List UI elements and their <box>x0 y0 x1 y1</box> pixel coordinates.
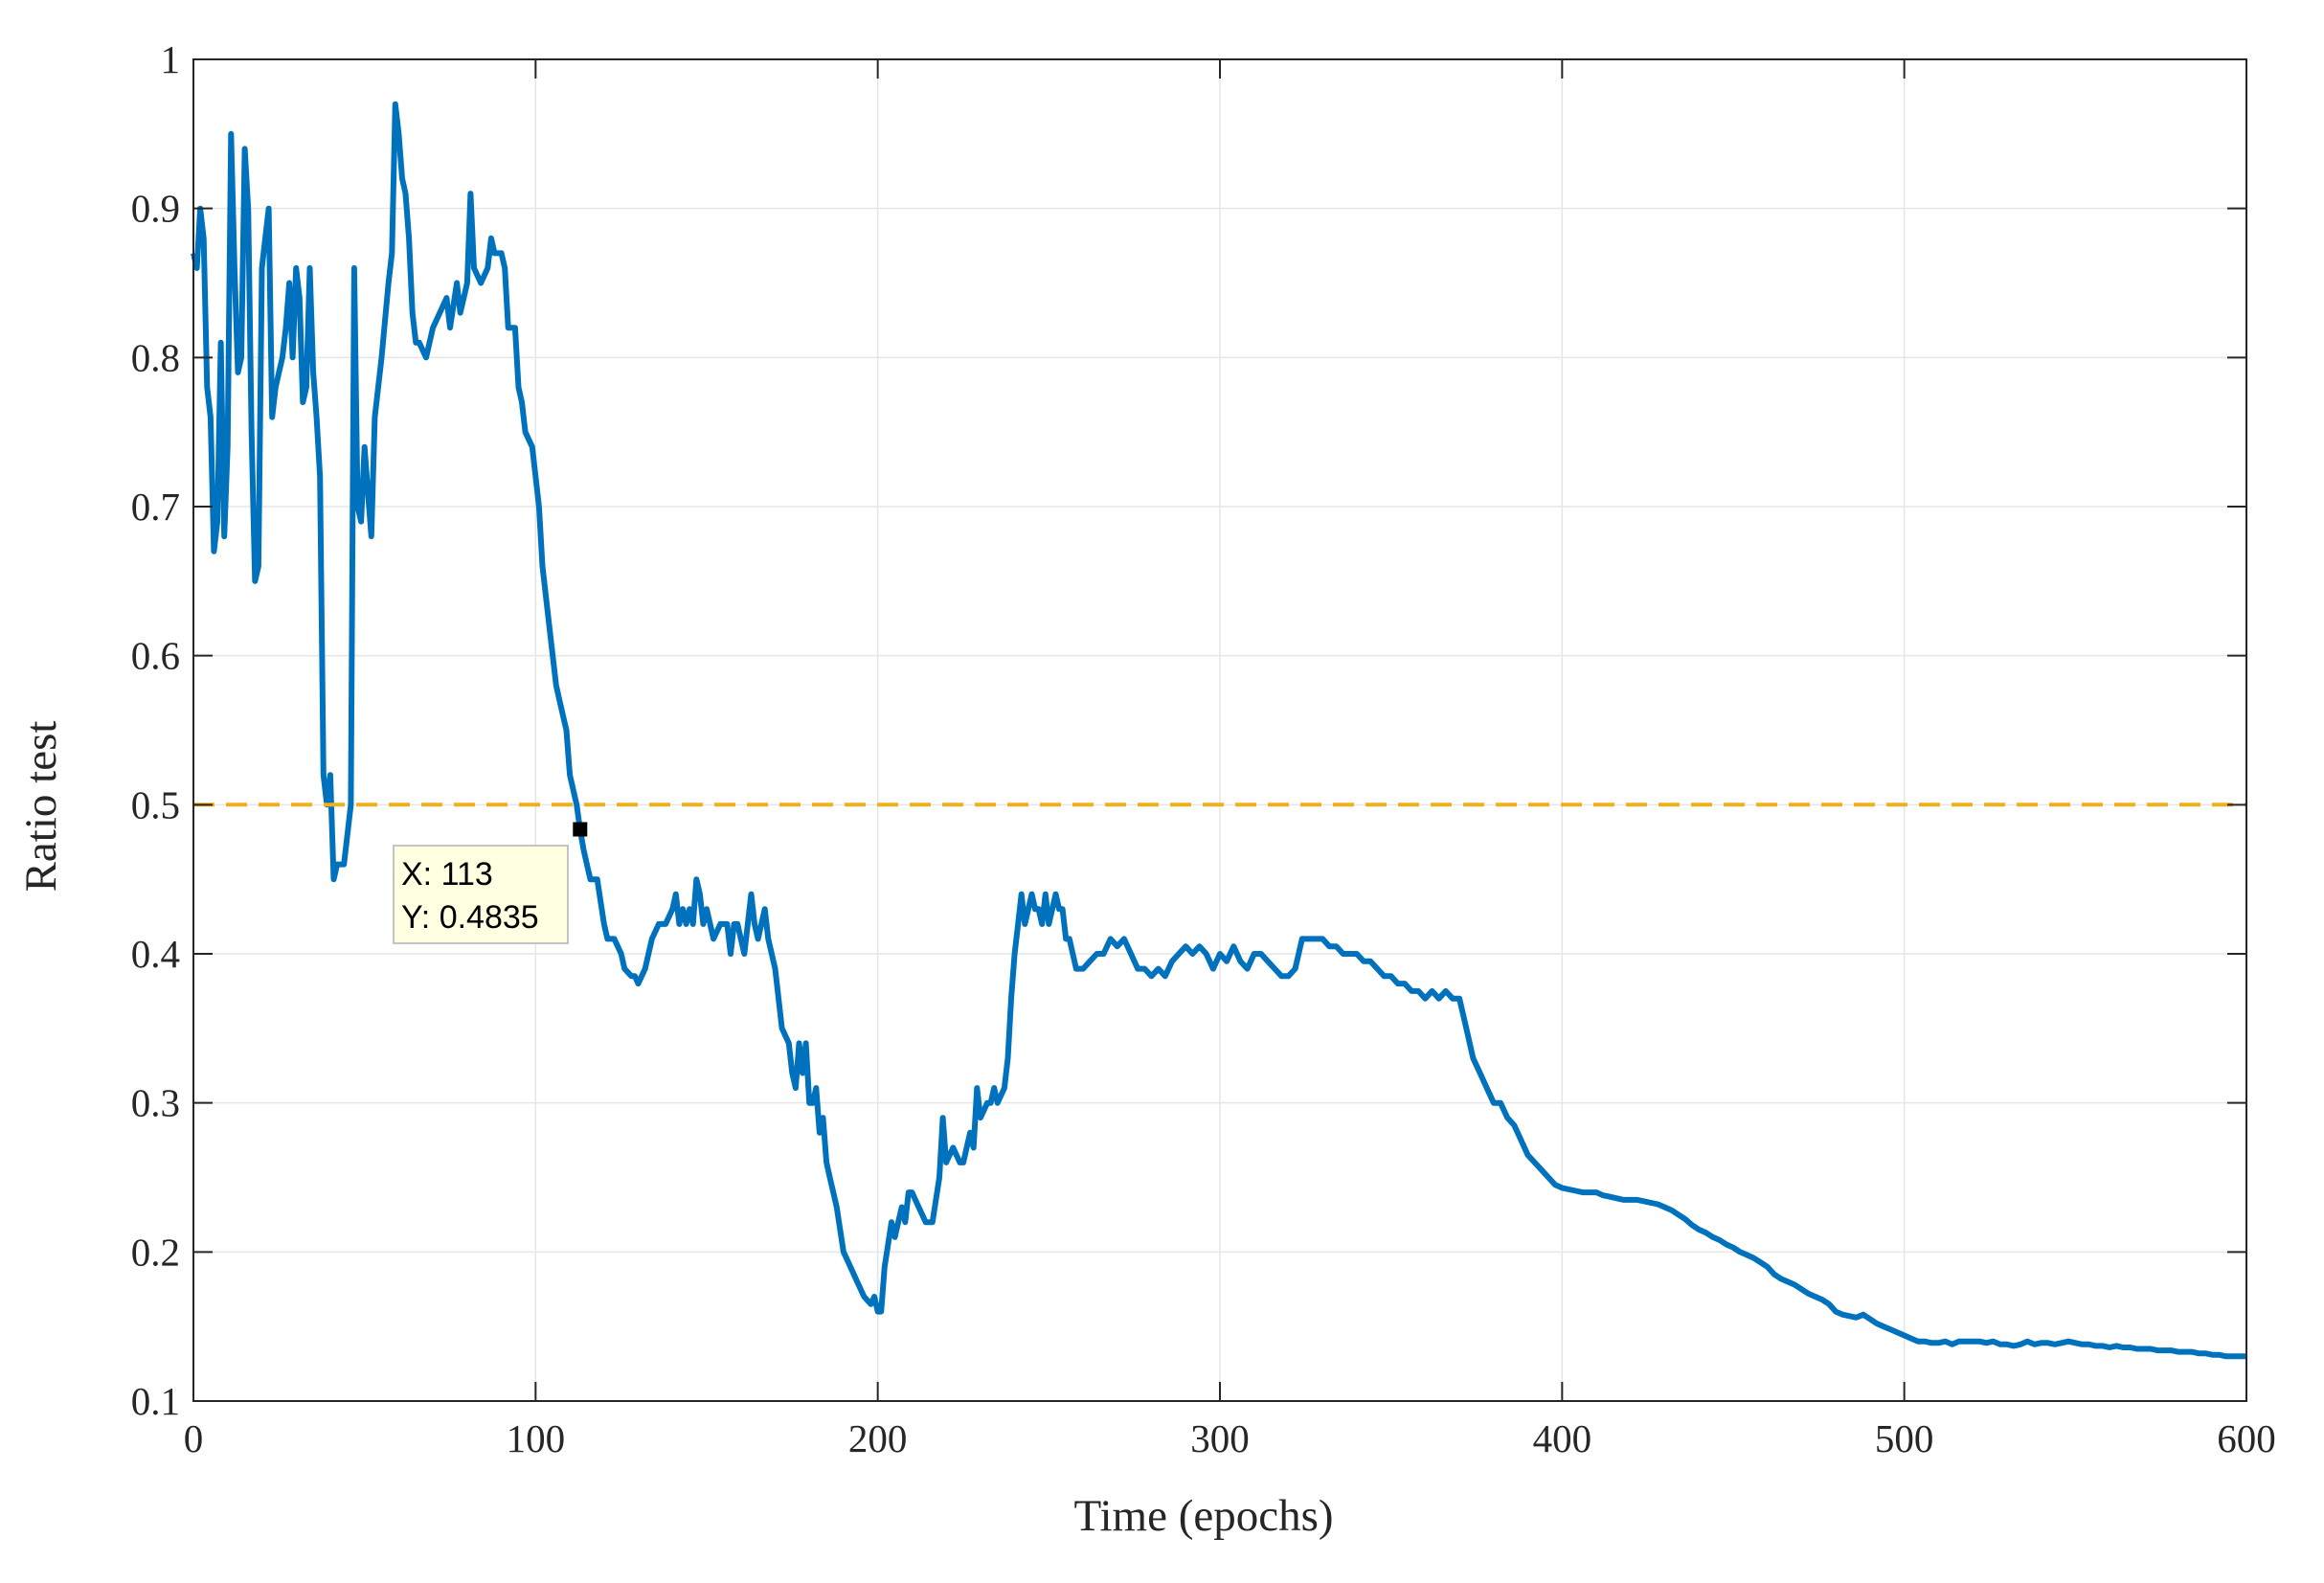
y-tick-label: 0.8 <box>131 335 180 379</box>
x-tick-label: 400 <box>1533 1416 1592 1460</box>
data-lines <box>191 101 2246 1360</box>
y-tick-label: 0.5 <box>131 782 180 826</box>
datatip-x-text: X: 113 <box>401 856 493 893</box>
y-tick-label: 0.7 <box>131 485 180 529</box>
y-tick-label: 1 <box>161 37 181 81</box>
datatip-marker <box>573 822 588 837</box>
y-tick-label: 0.3 <box>131 1081 180 1125</box>
datatip-y-text: Y: 0.4835 <box>401 899 539 936</box>
datatip-box <box>393 845 569 944</box>
y-tick-labels: 0.1 0.2 0.3 0.4 0.5 0.6 0.7 0.8 0.9 1 <box>131 37 180 1423</box>
x-tick-label: 300 <box>1190 1416 1250 1460</box>
x-tick-label: 0 <box>184 1416 204 1460</box>
x-axis-title: Time (epochs) <box>1073 1491 1333 1541</box>
y-tick-label: 0.4 <box>131 932 180 976</box>
datatip[interactable]: X: 113 Y: 0.4835 <box>393 822 588 944</box>
x-tick-label: 100 <box>507 1416 566 1460</box>
x-tick-label: 200 <box>848 1416 908 1460</box>
x-tick-label: 500 <box>1875 1416 1934 1460</box>
y-tick-label: 0.2 <box>131 1230 180 1274</box>
x-tick-labels: 0 100 200 300 400 500 600 <box>184 1416 2276 1460</box>
tick-marks <box>192 58 2247 1402</box>
y-tick-label: 0.1 <box>131 1379 180 1423</box>
y-tick-label: 0.6 <box>131 634 180 678</box>
x-tick-label: 600 <box>2217 1416 2276 1460</box>
y-tick-label: 0.9 <box>131 187 180 231</box>
y-axis-title: Ratio test <box>16 721 66 893</box>
ratio-test-line <box>191 101 2246 1360</box>
